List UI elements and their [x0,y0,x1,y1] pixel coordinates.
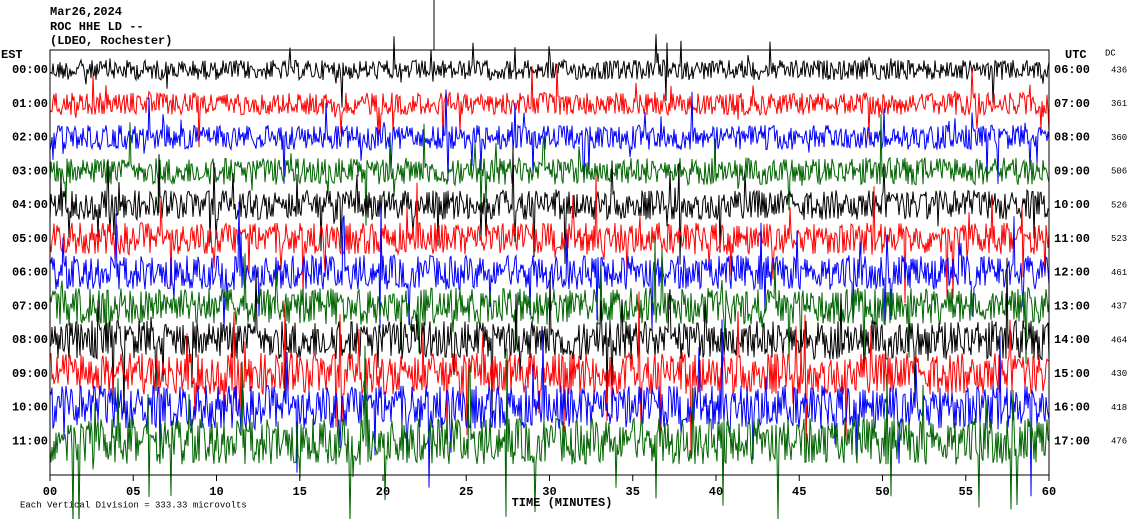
utc-label: 06:00 [1054,63,1090,77]
utc-label: 10:00 [1054,198,1090,212]
traces [49,34,1050,519]
trace [49,257,1050,419]
x-tick-label: 50 [875,485,889,499]
utc-label: 07:00 [1054,97,1090,111]
dc-value: 436 [1111,65,1127,75]
utc-label: 13:00 [1054,299,1090,313]
x-tick-label: 20 [376,485,390,499]
footnote: Each Vertical Division = 333.33 microvol… [20,500,247,510]
trace [49,114,1050,226]
title-line: Mar26,2024 [50,5,122,19]
est-label: 04:00 [12,198,48,212]
dc-value: 360 [1111,133,1127,143]
utc-label: 15:00 [1054,367,1090,381]
dc-label: DC [1105,48,1116,58]
x-tick-label: 40 [709,485,723,499]
utc-label: 17:00 [1054,434,1090,448]
x-tick-label: 35 [626,485,640,499]
x-tick-label: 00 [43,485,57,499]
est-label: 07:00 [12,299,48,313]
x-tick-label: 55 [959,485,973,499]
trace [49,174,1050,304]
dc-value: 523 [1111,234,1127,244]
x-tick-label: 25 [459,485,473,499]
title-line: (LDEO, Rochester) [50,34,172,48]
dc-value: 418 [1111,403,1127,413]
dc-value: 506 [1111,167,1127,177]
dc-value: 361 [1111,99,1127,109]
utc-label: 12:00 [1054,266,1090,280]
est-label: 09:00 [12,367,48,381]
dc-value: 526 [1111,200,1127,210]
utc-label: 09:00 [1054,164,1090,178]
dc-value: 430 [1111,369,1127,379]
right-label: UTC [1065,48,1087,62]
dc-value: 461 [1111,268,1127,278]
est-label: 01:00 [12,97,48,111]
est-label: 08:00 [12,333,48,347]
est-label: 03:00 [12,164,48,178]
trace [49,345,1050,519]
x-axis-title: TIME (MINUTES) [512,496,613,510]
left-label: EST [1,48,23,62]
x-tick-label: 45 [792,485,806,499]
utc-label: 08:00 [1054,131,1090,145]
est-label: 11:00 [12,434,48,448]
est-label: 02:00 [12,131,48,145]
title-line: ROC HHE LD -- [50,20,144,34]
x-tick-label: 60 [1042,485,1056,499]
utc-label: 11:00 [1054,232,1090,246]
dc-value: 437 [1111,302,1127,312]
trace [49,89,1050,185]
trace [49,319,1050,497]
utc-label: 16:00 [1054,401,1090,415]
trace [49,291,1050,458]
est-label: 00:00 [12,63,48,77]
est-label: 10:00 [12,401,48,415]
x-tick-label: 15 [293,485,307,499]
utc-label: 14:00 [1054,333,1090,347]
x-tick-label: 30 [542,485,556,499]
est-label: 06:00 [12,266,48,280]
est-label: 05:00 [12,232,48,246]
trace [49,63,1050,148]
trace [49,34,1050,108]
x-tick-label: 10 [209,485,223,499]
x-tick-label: 05 [126,485,140,499]
dc-value: 476 [1111,437,1127,447]
dc-value: 464 [1111,335,1127,345]
trace [49,146,1050,265]
